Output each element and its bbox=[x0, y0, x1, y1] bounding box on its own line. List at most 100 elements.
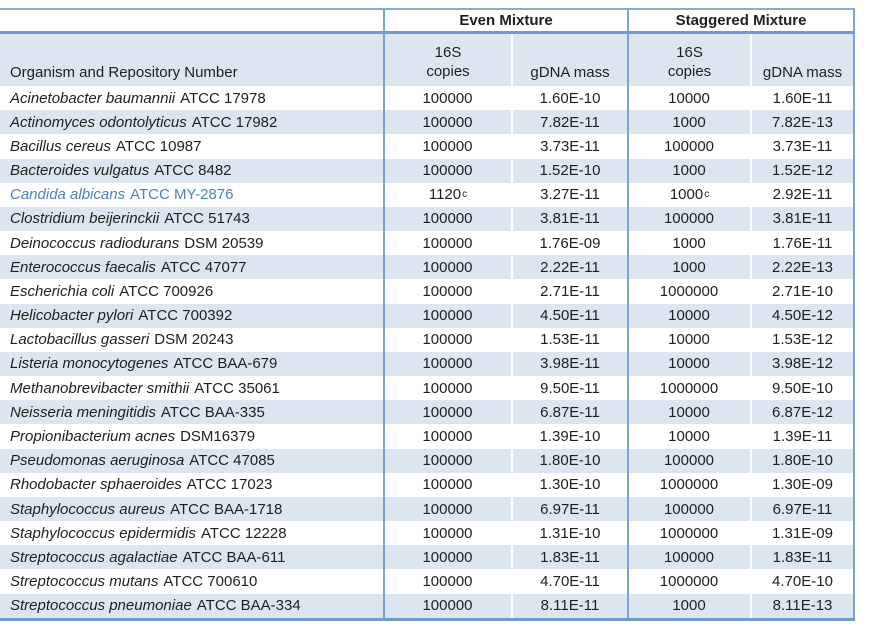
staggered-gdna-mass-cell: 1.30E-09 bbox=[752, 472, 855, 497]
repository-number: ATCC 47085 bbox=[189, 452, 275, 470]
even-16s-copies-cell: 100000 bbox=[383, 376, 513, 401]
repository-number: ATCC BAA-679 bbox=[173, 355, 278, 373]
organism-name: Listeria monocytogenes bbox=[10, 355, 169, 373]
table-row: Lactobacillus gasseri DSM 20243 100000 1… bbox=[0, 327, 855, 352]
staggered-16s-copies-value: 1000 bbox=[672, 258, 706, 276]
even-16s-copies-value: 100000 bbox=[422, 427, 473, 445]
staggered-16s-copies-value: 1000 bbox=[669, 186, 704, 204]
repository-number: ATCC 12228 bbox=[200, 524, 287, 542]
organism-cell: Lactobacillus gasseri DSM 20243 bbox=[0, 328, 383, 352]
staggered-16s-copies-value: 10000 bbox=[668, 403, 710, 421]
even-gdna-mass-cell: 2.22E-11 bbox=[540, 258, 600, 276]
staggered-gdna-mass-cell: 2.92E-11 bbox=[752, 182, 855, 207]
staggered-gdna-mass-cell: 3.98E-12 bbox=[752, 351, 855, 377]
table-row: Listeria monocytogenes ATCC BAA-679 1000… bbox=[0, 351, 855, 377]
even-16s-copies-value: 100000 bbox=[422, 234, 473, 252]
even-gdna-mass-cell: 1.60E-10 bbox=[539, 89, 601, 107]
staggered-16s-copies-cell: 1000000 bbox=[627, 472, 752, 497]
even-16s-copies-cell: 100000 bbox=[383, 303, 513, 328]
staggered-16s-copies-value: 100000 bbox=[663, 210, 715, 228]
column-header-organism: Organism and Repository Number bbox=[10, 64, 238, 81]
column-header-row: Organism and Repository Number 16S copie… bbox=[0, 34, 855, 86]
organism-cell: Pseudomonas aeruginosa ATCC 47085 bbox=[0, 449, 383, 473]
organism-name: Lactobacillus gasseri bbox=[10, 331, 150, 349]
table-row: Streptococcus agalactiae ATCC BAA-611 10… bbox=[0, 545, 855, 570]
staggered-16s-copies-cell: 10000 bbox=[627, 400, 752, 425]
even-16s-copies-value: 100000 bbox=[422, 258, 473, 276]
staggered-16s-copies-cell: 10000 bbox=[627, 327, 752, 352]
table-row: Neisseria meningitidis ATCC BAA-335 1000… bbox=[0, 400, 855, 425]
even-gdna-mass-cell: 6.97E-11 bbox=[540, 500, 600, 518]
even-gdna-mass-cell: 4.70E-11 bbox=[540, 573, 600, 591]
even-gdna-mass-cell: 9.50E-11 bbox=[540, 379, 600, 397]
staggered-gdna-mass-cell: 2.71E-10 bbox=[752, 279, 855, 304]
staggered-gdna-mass-cell: 6.97E-11 bbox=[752, 496, 855, 522]
staggered-16s-copies-value: 10000 bbox=[668, 355, 710, 373]
even-16s-copies-value: 100000 bbox=[422, 162, 473, 180]
even-gdna-mass-cell: 3.98E-11 bbox=[540, 355, 600, 373]
even-16s-copies-cell: 100000 bbox=[383, 472, 513, 497]
staggered-16s-copies-value: 100000 bbox=[663, 548, 715, 566]
organism-cell: Actinomyces odontolyticus ATCC 17982 bbox=[0, 110, 383, 134]
table-row: Helicobacter pylori ATCC 700392 100000 4… bbox=[0, 303, 855, 328]
staggered-16s-copies-value: 10000 bbox=[668, 89, 710, 107]
even-16s-copies-cell: 100000 bbox=[383, 400, 513, 425]
organism-cell: Staphylococcus aureus ATCC BAA-1718 bbox=[0, 497, 383, 521]
even-16s-copies-value: 100000 bbox=[422, 113, 473, 131]
staggered-16s-copies-value: 1000 bbox=[672, 597, 706, 615]
organism-cell: Bacillus cereus ATCC 10987 bbox=[0, 134, 383, 158]
table-row: Rhodobacter sphaeroides ATCC 17023 10000… bbox=[0, 472, 855, 497]
staggered-16s-copies-cell: 100000 bbox=[627, 496, 752, 522]
organism-cell: Streptococcus agalactiae ATCC BAA-611 bbox=[0, 545, 383, 569]
column-header-staggered-gdna-mass: gDNA mass bbox=[752, 34, 855, 86]
even-16s-copies-cell: 100000 bbox=[383, 569, 513, 594]
even-16s-copies-cell: 100000 bbox=[383, 255, 513, 280]
even-16s-copies-value: 100000 bbox=[422, 548, 473, 566]
even-gdna-mass-cell: 1.80E-10 bbox=[539, 452, 601, 470]
even-gdna-mass-cell: 1.39E-10 bbox=[539, 427, 601, 445]
column-header-even-gdna-mass: gDNA mass bbox=[530, 64, 610, 81]
even-16s-copies-value: 100000 bbox=[422, 452, 473, 470]
staggered-gdna-mass-cell: 1.76E-11 bbox=[752, 231, 855, 256]
even-gdna-mass-cell: 6.87E-11 bbox=[540, 403, 600, 421]
mixture-composition-table: Even Mixture Staggered Mixture Organism … bbox=[0, 8, 855, 621]
organism-cell: Clostridium beijerinckii ATCC 51743 bbox=[0, 207, 383, 231]
repository-number: ATCC BAA-334 bbox=[196, 597, 301, 615]
table-row: Staphylococcus aureus ATCC BAA-1718 1000… bbox=[0, 496, 855, 522]
organism-name: Helicobacter pylori bbox=[10, 307, 134, 325]
even-16s-copies-value: 1120 bbox=[428, 186, 462, 204]
table-row: Pseudomonas aeruginosa ATCC 47085 100000… bbox=[0, 448, 855, 473]
even-16s-copies-cell: 100000 bbox=[383, 593, 513, 618]
organism-cell: Deinococcus radiodurans DSM 20539 bbox=[0, 231, 383, 255]
repository-number: ATCC 10987 bbox=[115, 137, 202, 155]
even-16s-copies-cell: 100000 bbox=[383, 110, 513, 135]
organism-cell: Propionibacterium acnes DSM16379 bbox=[0, 424, 383, 448]
staggered-16s-copies-cell: 100000 bbox=[627, 448, 752, 473]
organism-name: Deinococcus radiodurans bbox=[10, 234, 180, 252]
organism-name: Candida albicans bbox=[10, 186, 126, 204]
even-16s-copies-cell: 100000 bbox=[383, 158, 513, 183]
staggered-gdna-mass-cell: 1.52E-12 bbox=[752, 158, 855, 183]
staggered-16s-copies-cell: 1000 bbox=[627, 158, 752, 183]
table-row: Staphylococcus epidermidis ATCC 12228 10… bbox=[0, 521, 855, 546]
organism-cell: Methanobrevibacter smithii ATCC 35061 bbox=[0, 376, 383, 400]
organism-cell: Escherichia coli ATCC 700926 bbox=[0, 279, 383, 303]
staggered-16s-copies-cell: 10000 bbox=[627, 351, 752, 377]
staggered-gdna-mass-cell: 1.83E-11 bbox=[752, 545, 855, 570]
even-16s-copies-value: 100000 bbox=[422, 137, 473, 155]
even-16s-copies-cell: 100000 bbox=[383, 521, 513, 546]
column-header-even-16s-copies: 16S copies bbox=[383, 34, 513, 86]
staggered-16s-copies-value: 1000000 bbox=[659, 282, 719, 300]
repository-number: ATCC MY-2876 bbox=[130, 186, 234, 204]
table-body: Acinetobacter baumannii ATCC 17978 10000… bbox=[0, 86, 855, 621]
repository-number: ATCC BAA-1718 bbox=[170, 500, 283, 518]
organism-cell: Streptococcus pneumoniae ATCC BAA-334 bbox=[0, 594, 383, 618]
staggered-16s-copies-value: 100000 bbox=[663, 137, 715, 155]
repository-number: ATCC 17982 bbox=[191, 113, 278, 131]
even-16s-copies-value: 100000 bbox=[422, 210, 473, 228]
even-16s-copies-cell: 100000 bbox=[383, 351, 513, 377]
even-16s-copies-value: 100000 bbox=[422, 307, 473, 325]
organism-cell: Listeria monocytogenes ATCC BAA-679 bbox=[0, 352, 383, 376]
table-row: Streptococcus pneumoniae ATCC BAA-334 10… bbox=[0, 593, 855, 618]
staggered-gdna-mass-cell: 1.31E-09 bbox=[752, 521, 855, 546]
